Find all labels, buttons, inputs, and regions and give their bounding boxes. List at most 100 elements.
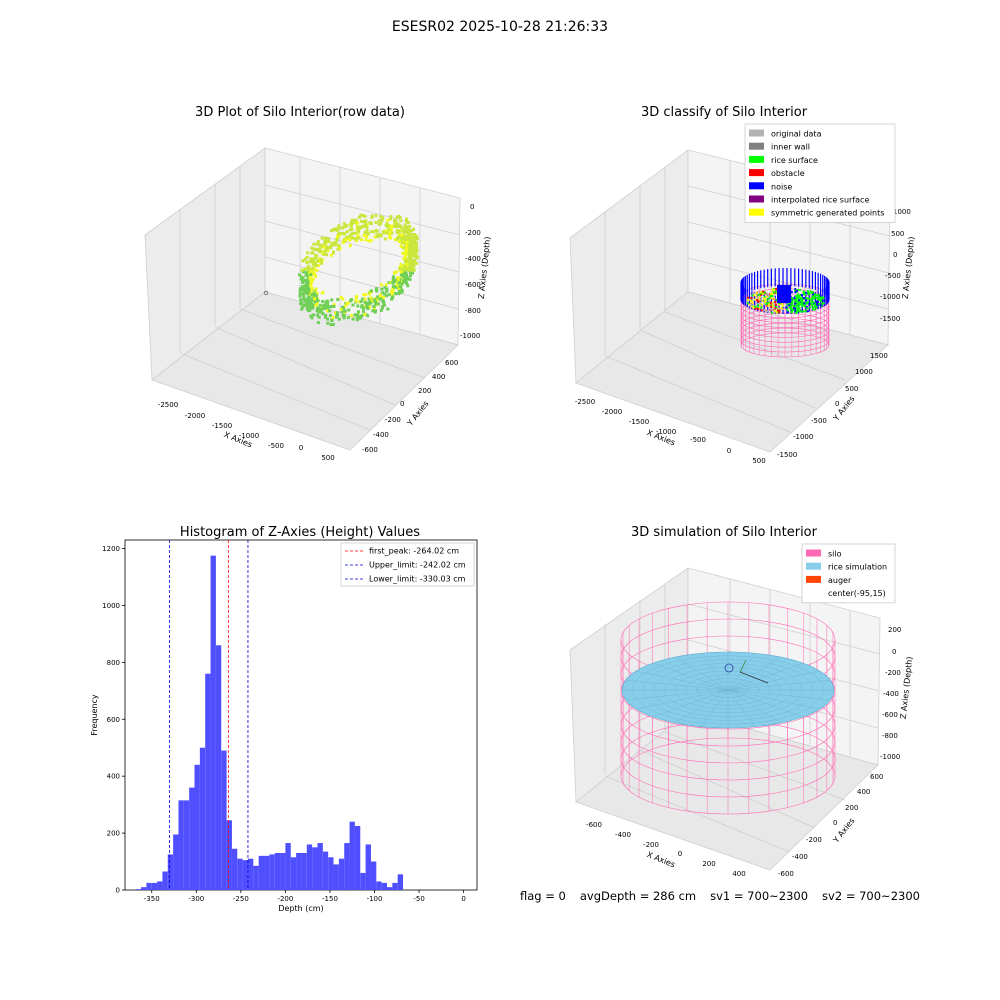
classify-y-tick: 0 [835,400,839,408]
raw-point [323,249,327,253]
raw-point [380,283,384,287]
raw-point [310,316,314,320]
raw-y-tick: -600 [362,446,378,454]
raw-point [368,298,372,302]
classify-point [794,300,797,303]
raw-point [404,252,408,256]
raw-point [304,273,308,277]
classify-point [781,304,784,307]
histogram-y-tick-label: 1000 [102,602,120,610]
classify-point [800,303,803,306]
classify-point [811,290,814,293]
classify-point [786,310,789,313]
classify-point [812,308,815,311]
raw-point [314,256,318,260]
raw-point [320,261,324,265]
histogram-x-tick-label: 0 [461,895,465,903]
simulation-x-ticks: -600 -400 -200 0 200 400 [586,821,746,878]
raw-point [351,317,355,321]
raw-z-tick: -600 [465,281,481,289]
simulation-x-tick: -200 [643,841,659,849]
classify-point [751,302,754,305]
raw-point [297,273,301,277]
raw-point [405,245,409,249]
classify-point [810,291,813,294]
classify-point [751,305,754,308]
classify-point [797,297,800,300]
raw-point [318,247,322,251]
classify-point [771,290,774,293]
raw-point [298,291,302,295]
raw-point [361,306,365,310]
raw-point [313,300,317,304]
classify-point [802,298,805,301]
raw-point [333,311,337,315]
classify-point [803,292,806,295]
histogram-bar [344,843,350,890]
classify-3d-axes [569,149,891,453]
raw-point [373,235,377,239]
classify-point [798,301,801,304]
classify-point [771,309,774,312]
classify-point [794,302,797,305]
simulation-legend: silo rice simulation auger center(-95,15) [801,543,896,604]
raw-point [317,310,321,314]
raw-point [375,289,379,293]
raw-point [408,277,412,281]
classify-point [820,298,823,301]
raw-point [407,265,411,269]
raw-point [342,314,346,318]
raw-point [396,276,400,280]
raw-point [406,251,410,255]
classify-z-tick: 1000 [893,208,911,216]
raw-point [386,307,390,311]
raw-point [344,304,348,308]
raw-point [383,292,387,296]
histogram-x-ticks: -350 -300 -250 -200 -150 -100 -50 0 [144,890,466,903]
raw-point [363,312,367,316]
raw-origin-marker [263,290,269,296]
raw-point [305,266,309,270]
histogram-bar [221,750,227,890]
raw-point [347,237,351,241]
simulation-y-tick: 600 [870,773,883,781]
raw-point [402,246,406,250]
classify-point [760,306,763,309]
raw-point [410,259,414,263]
raw-point [402,275,406,279]
raw-point [371,309,375,313]
classify-point [792,309,795,312]
raw-point [408,274,412,278]
classify-point [753,294,756,297]
raw-x-tick: -500 [268,442,284,450]
classify-point [813,302,816,305]
raw-point [312,303,316,307]
raw-point [313,261,317,265]
raw-point [363,230,367,234]
raw-point [381,216,385,220]
raw-point [309,270,313,274]
classify-legend: original data inner wall rice surface obsta… [744,123,896,223]
raw-point [416,255,420,259]
classify-point [809,290,812,293]
raw-point [301,278,305,282]
raw-point [321,299,325,303]
raw-point [400,241,404,245]
simulation-xlabel: X Axies [646,850,677,869]
raw-z-tick: -1000 [460,332,480,340]
raw-point [400,282,404,286]
raw-point [341,305,345,309]
raw-point [415,234,419,238]
raw-point [363,297,367,301]
histogram-ylabel: Frequency [90,694,99,736]
histogram-bar [349,821,355,890]
raw-point [356,221,360,225]
raw-point [332,303,336,307]
raw-point [314,287,318,291]
raw-point [410,244,414,248]
raw-point [302,290,306,294]
classify-point [757,293,760,296]
raw-point [377,297,381,301]
raw-point [373,300,377,304]
raw-point [319,307,323,311]
